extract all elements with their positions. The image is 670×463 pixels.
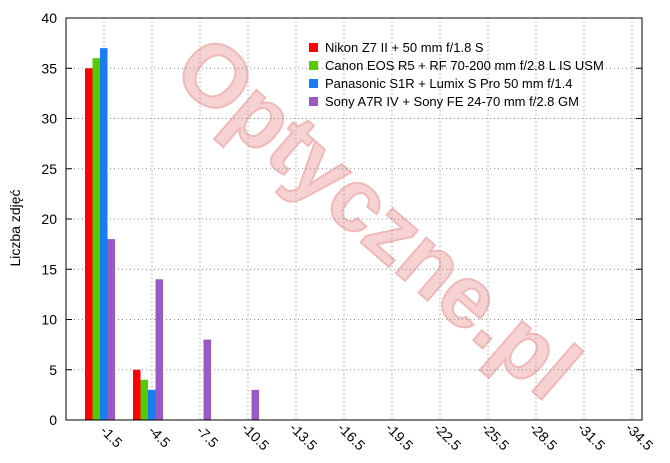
y-tick-label: 40 — [41, 10, 57, 26]
legend-label-4: Sony A7R IV + Sony FE 24-70 mm f/2.8 GM — [325, 94, 579, 109]
y-tick-label: 15 — [41, 261, 57, 277]
bar-1-2 — [133, 369, 141, 420]
bar-3-2 — [148, 389, 156, 420]
y-tick-label: 5 — [49, 362, 57, 378]
legend-swatch-4 — [309, 97, 318, 106]
bar-4-2 — [155, 279, 163, 420]
axes — [65, 17, 643, 421]
legend-label-2: Canon EOS R5 + RF 70-200 mm f/2.8 L IS U… — [325, 58, 604, 73]
bar-2-1 — [92, 58, 100, 420]
y-tick-label: 35 — [41, 60, 57, 76]
legend: Nikon Z7 II + 50 mm f/1.8 S Canon EOS R5 … — [309, 40, 604, 109]
legend-swatch-1 — [309, 43, 318, 52]
y-tick-label: 30 — [41, 111, 57, 127]
y-tick-label: 25 — [41, 161, 57, 177]
bar-4-4 — [251, 389, 259, 420]
bar-4-1 — [107, 239, 115, 420]
bar-2-2 — [140, 379, 148, 420]
y-axis-title: Liczba zdjęć — [7, 189, 23, 266]
legend-label-3: Panasonic S1R + Lumix S Pro 50 mm f/1.4 — [325, 76, 572, 91]
y-tick-label: 0 — [49, 412, 57, 428]
y-tick-labels: 0 5 10 15 20 25 30 35 40 — [41, 10, 57, 428]
y-tick-label: 20 — [41, 211, 57, 227]
legend-label-1: Nikon Z7 II + 50 mm f/1.8 S — [325, 40, 484, 55]
bar-3-1 — [100, 48, 108, 421]
y-tick-label: 10 — [41, 312, 57, 328]
bars — [85, 48, 259, 421]
legend-swatch-3 — [309, 79, 318, 88]
bar-1-1 — [85, 68, 93, 420]
legend-swatch-2 — [309, 61, 318, 70]
bar-4-3 — [203, 339, 211, 420]
